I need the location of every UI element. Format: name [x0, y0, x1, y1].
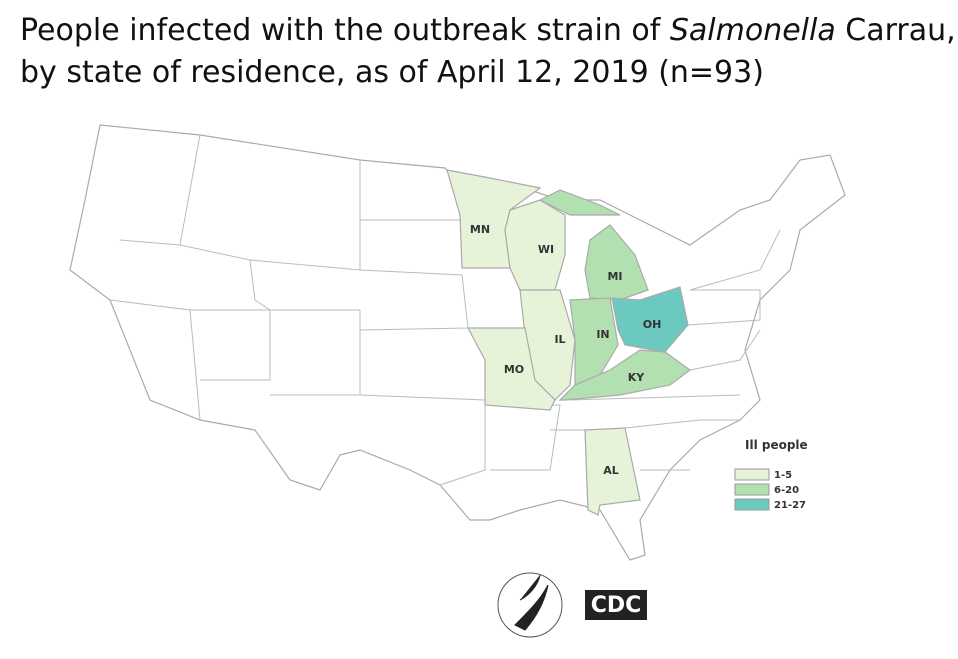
legend-title: Ill people [745, 438, 808, 452]
highlighted-states: MN WI MI IL IN OH KY MO AL [446, 169, 692, 516]
state-lines [109, 134, 781, 511]
legend-label: 21-27 [774, 500, 806, 511]
state-line [687, 289, 761, 326]
state-line [624, 419, 740, 429]
state-label: WI [538, 243, 554, 256]
state-label: MO [504, 363, 524, 376]
state-line [359, 269, 469, 331]
legend-label: 1-5 [774, 470, 792, 481]
legend-swatch [734, 483, 770, 496]
state-shape [467, 327, 556, 411]
title-italic: Salmonella [669, 13, 836, 48]
country-shape [69, 124, 846, 561]
state-label: MI [607, 270, 622, 283]
state-shape [584, 427, 641, 516]
state-label: MN [470, 223, 490, 236]
state-label: OH [643, 318, 662, 331]
state-line [569, 394, 741, 401]
state-line [190, 309, 271, 381]
cdc-box [585, 590, 647, 620]
title-text: People infected with the outbreak strain… [20, 13, 670, 48]
state-label: IN [596, 328, 609, 341]
state-label: AL [603, 464, 619, 477]
legend-label: 6-20 [774, 485, 799, 496]
hhs-logo [497, 572, 563, 638]
state-line [689, 329, 761, 371]
state-line [689, 229, 781, 291]
legend: Ill people 1-5 6-20 21-27 [734, 438, 808, 511]
state-line [359, 394, 486, 486]
state-label: KY [628, 371, 646, 384]
title-text: by state of residence, as of April 12, 2… [20, 55, 764, 90]
cdc-logo: CDC [585, 590, 647, 620]
state-shape [504, 199, 566, 291]
title-text: Carrau, [835, 13, 956, 48]
state-line [270, 309, 361, 396]
state-line [179, 244, 271, 311]
us-outline [69, 124, 846, 561]
state-shape [558, 349, 692, 401]
legend-swatch [734, 468, 770, 481]
legend-items: 1-5 6-20 21-27 [734, 468, 806, 511]
hhs-seal [497, 572, 563, 638]
legend-swatch [734, 498, 770, 511]
hhs-eagle [514, 574, 549, 631]
state-shape [538, 189, 649, 301]
cdc-text: CDC [591, 593, 642, 618]
state-label: IL [554, 333, 565, 346]
state-shape [611, 286, 689, 353]
title: People infected with the outbreak strain… [20, 10, 956, 94]
